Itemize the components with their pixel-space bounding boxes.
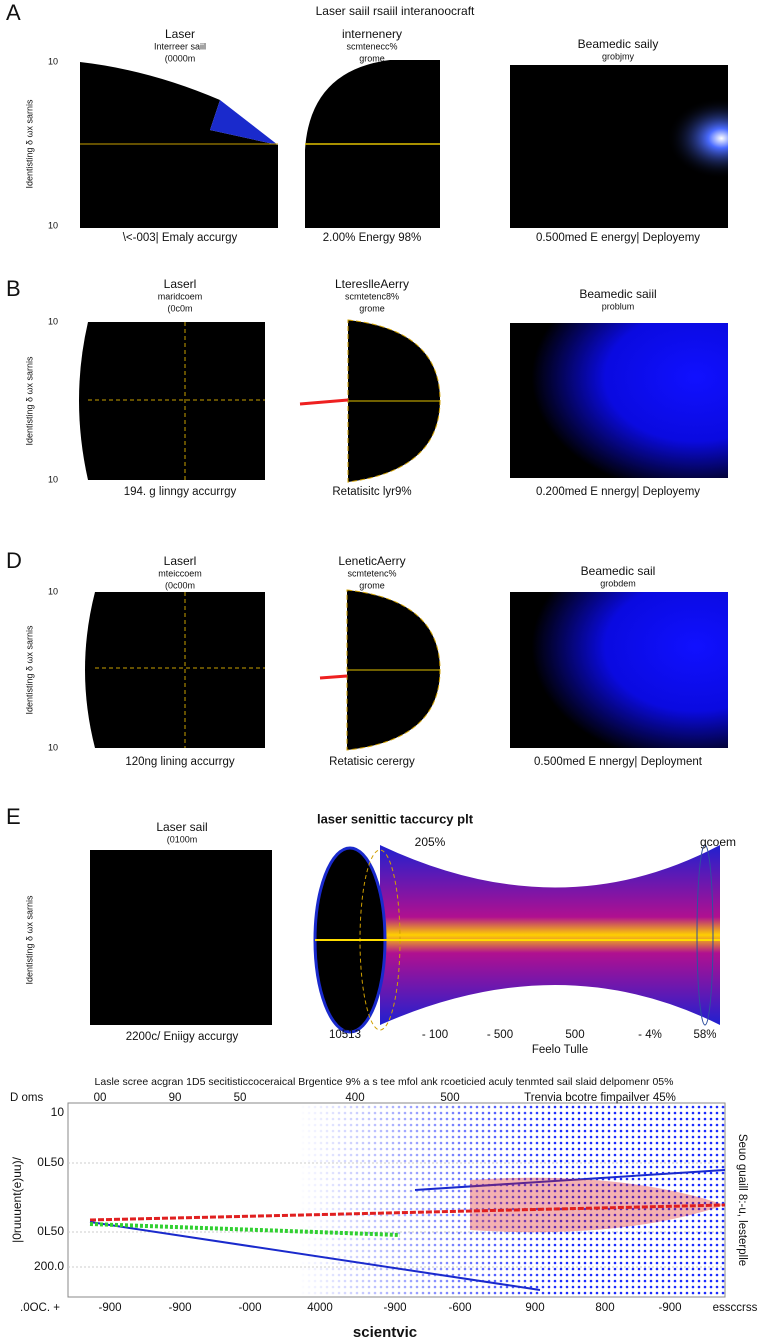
x-tick-label: -000	[238, 1302, 261, 1314]
panel-title: grome	[359, 580, 385, 590]
panel-title: grobjmy	[602, 51, 635, 61]
panel-label: E	[6, 804, 21, 829]
panel-title: LeneticAerry	[338, 554, 405, 568]
right-axis-label: Seuo guaill 8:-u, lesterplle	[736, 1134, 748, 1266]
panel-title: scmtetenc8%	[345, 291, 399, 301]
figure-title: Laser saiil rsaiil interanoocraft	[316, 4, 475, 18]
panel-title: Laserl	[164, 554, 197, 568]
x-tick-label: - 4%	[638, 1029, 662, 1041]
y-axis-label: Identisting δ ωx sarnis	[24, 895, 34, 985]
panel-label: A	[6, 0, 21, 25]
top-tick-label: 50	[234, 1092, 247, 1104]
y-tick-label: 0L50	[37, 1224, 64, 1238]
panel-title: Beamedic saily	[578, 37, 659, 51]
panel-title: Laserl	[164, 277, 197, 291]
y-tick-label: 10	[48, 586, 58, 596]
annotation: 205%	[415, 835, 446, 849]
x-axis-label: Feelo Tulle	[532, 1044, 588, 1056]
shapes	[67, 60, 728, 1298]
panel-caption: 0.200med E nnergy| Deployemy	[536, 486, 700, 498]
top-tick-label: 400	[345, 1092, 364, 1104]
x-tick-label: -900	[98, 1302, 121, 1314]
axis-label: D oms	[10, 1092, 43, 1104]
x-axis-label: scientvic	[353, 1324, 417, 1341]
x-tick-label: -900	[168, 1302, 191, 1314]
x-tick-label: .0OC. +	[20, 1302, 60, 1314]
x-tick-label: -900	[383, 1302, 406, 1314]
panel-title: Beamedic saiil	[579, 287, 656, 301]
panel-title: grome	[359, 53, 385, 63]
top-tick-label: 90	[169, 1092, 182, 1104]
panel-title: problum	[602, 301, 635, 311]
panel-title: Beamedic sail	[581, 564, 656, 578]
y-axis-label: Identisting δ ωx sarnis	[24, 99, 34, 189]
top-tick-label: 00	[94, 1092, 107, 1104]
panel-title: LtereslleAerry	[335, 277, 409, 291]
x-tick-label: - 100	[422, 1029, 448, 1041]
panel-title: (0100m	[167, 834, 198, 844]
axis-label: Trenvia bcotre fimpailver 45%	[524, 1092, 676, 1104]
panel-caption: 0.500med E nnergy| Deployment	[534, 756, 703, 768]
y-tick-label: 10	[48, 742, 58, 752]
x-tick-label: 900	[525, 1302, 544, 1314]
panel-title: Laser	[165, 27, 195, 41]
panel-caption: 194. g linngy accurrgy	[124, 486, 237, 498]
panel-title: scmtenecc%	[346, 41, 397, 51]
panel-caption: 120ng lining accurrgy	[125, 756, 235, 768]
panel-title: internenery	[342, 27, 402, 41]
y-tick-label: 200.0	[34, 1259, 64, 1273]
x-tick-label: 500	[565, 1029, 584, 1041]
panel-title: mteiccoem	[158, 568, 202, 578]
panel-caption: Retatisic cerergy	[329, 756, 415, 768]
x-tick-label: 58%	[693, 1029, 716, 1041]
panel-label: D	[6, 548, 22, 573]
annotation: gcoem	[700, 835, 736, 849]
panel-label: B	[6, 276, 21, 301]
panel-title: scmtetenc%	[347, 568, 396, 578]
y-tick-label: 10	[48, 220, 58, 230]
plot-caption: Lasle scree acgran 1D5 secitisticcocerai…	[95, 1076, 674, 1088]
panel-title: grome	[359, 303, 385, 313]
y-tick-label: 10	[48, 316, 58, 326]
x-tick-label: -600	[448, 1302, 471, 1314]
top-tick-label: 500	[440, 1092, 459, 1104]
panel-caption: \<-003| Emaly accurgy	[123, 232, 238, 244]
panel-title: grobdem	[600, 578, 636, 588]
panel-caption: 0.500med E energy| Deployemy	[536, 232, 700, 244]
panel-title: (0c0m	[167, 303, 192, 313]
panel-title: (0000m	[165, 53, 196, 63]
panel-title: maridcoem	[158, 291, 203, 301]
y-tick-label: 10	[48, 474, 58, 484]
y-axis-label: |0ruuuent(e)uu)/	[10, 1156, 24, 1243]
x-tick-label: -900	[658, 1302, 681, 1314]
x-tick-label: 10513	[329, 1029, 361, 1041]
panel-caption: 2.00% Energy 98%	[323, 232, 421, 244]
y-tick-label: 0L50	[37, 1155, 64, 1169]
x-tick-label: 4000	[307, 1302, 333, 1314]
x-tick-label: 800	[595, 1302, 614, 1314]
panel-caption: Retatisitc lyr9%	[332, 486, 411, 498]
y-tick-label: 10	[48, 56, 58, 66]
x-tick-label: essccrss	[713, 1302, 758, 1314]
panel-title: laser senittic taccurcy plt	[317, 811, 474, 826]
y-axis-label: Identisting δ ωx sarnis	[24, 356, 34, 446]
y-tick-label: 10	[51, 1105, 65, 1119]
y-axis-label: Identisting δ ωx sarnis	[24, 625, 34, 715]
panel-title: Interreer saiil	[154, 41, 206, 51]
panel-title: Laser sail	[156, 820, 207, 834]
panel-caption: 2200c/ Eniigy accurgy	[126, 1031, 239, 1043]
panel-title: (0c00m	[165, 580, 195, 590]
x-tick-label: - 500	[487, 1029, 513, 1041]
